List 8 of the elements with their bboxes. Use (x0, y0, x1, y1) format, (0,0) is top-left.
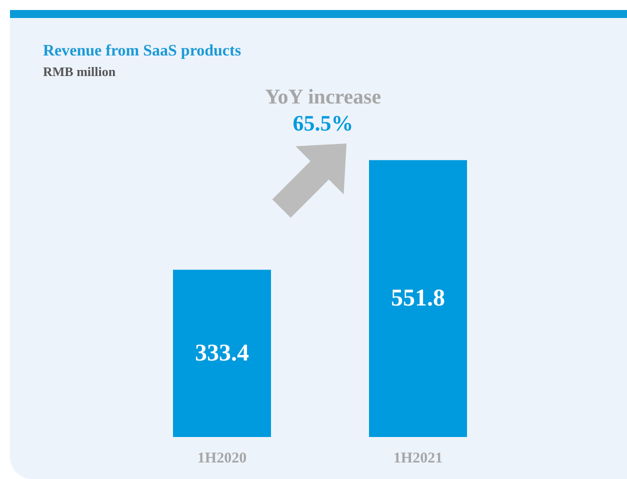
text: YoY increase (264, 84, 382, 108)
data-label: 333.4 (195, 340, 249, 366)
x-tick-label: 1H2020 (197, 450, 247, 466)
data-label: 551.8 (391, 286, 445, 312)
text: 65.5% (292, 110, 354, 136)
x-tick-label: 1H2021 (393, 450, 443, 466)
chart-subtitle: RMB million (43, 64, 116, 79)
chart-title: Revenue from SaaS products (43, 42, 242, 60)
